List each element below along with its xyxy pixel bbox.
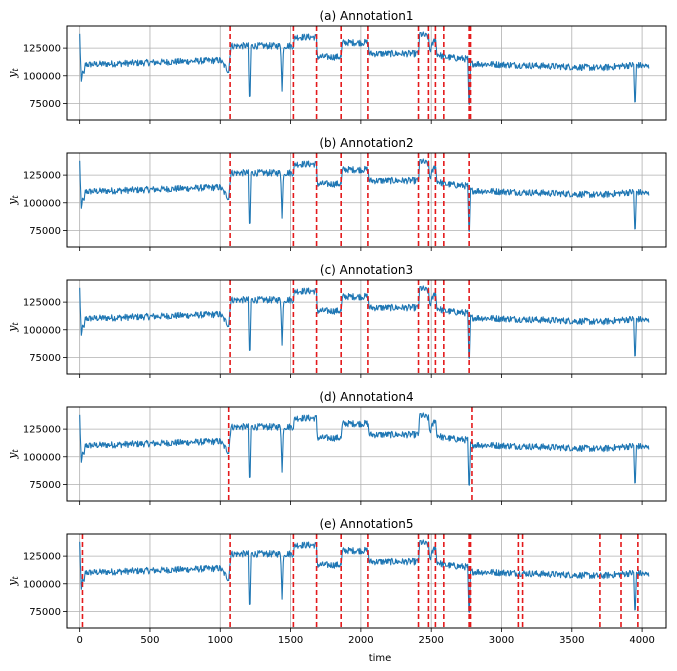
chart-panel-4: (d) Annotation4 75000 100000 125000 yt [6,390,667,505]
series-line [79,412,650,486]
chart-panel-5: (e) Annotation5 0 500 1000 1500 2000 2500 3000 3… [6,517,667,646]
x-tick-label: 500 [140,635,159,646]
y-tick-label: 100000 [23,325,61,336]
y-tick-label: 75000 [29,353,61,364]
x-tick-label: 3000 [489,635,514,646]
y-tick-label: 100000 [23,198,61,209]
x-tick-label: 0 [76,635,82,646]
plot-frame [66,152,667,248]
panel-title: (c) Annotation3 [320,263,413,277]
y-tick-label: 100000 [23,452,61,463]
y-tick-label: 125000 [23,425,61,436]
x-axis-label: time [369,653,392,664]
series-line [79,285,650,359]
y-axis-label: yt [6,68,20,79]
chart-panel-1: (a) Annotation1 75000 100000 125000 yt [6,9,667,124]
chart-panel-3: (c) Annotation3 75000 100000 125000 yt [6,263,667,378]
y-axis-label: yt [6,322,20,333]
y-axis-label: yt [6,195,20,206]
panel-title: (a) Annotation1 [320,9,414,23]
y-tick-label: 75000 [29,607,61,618]
x-tick-label: 4000 [629,635,654,646]
y-tick-label: 125000 [23,171,61,182]
x-tick-label: 2500 [418,635,443,646]
panel-title: (e) Annotation5 [319,517,413,531]
y-tick-label: 125000 [23,552,61,563]
y-tick-label: 100000 [23,71,61,82]
y-tick-label: 125000 [23,298,61,309]
x-tick-label: 2000 [348,635,373,646]
plot-frame [66,406,667,502]
plot-frame [66,533,667,629]
plot-frame [66,25,667,121]
y-tick-label: 125000 [23,44,61,55]
panel-title: (d) Annotation4 [319,390,413,404]
y-axis-label: yt [6,576,20,587]
y-tick-label: 100000 [23,579,61,590]
x-tick-label: 1500 [278,635,303,646]
y-axis-label: yt [6,449,20,460]
y-tick-label: 75000 [29,226,61,237]
series-line [79,539,650,613]
y-tick-label: 75000 [29,480,61,491]
series-line [79,158,650,232]
y-tick-label: 75000 [29,99,61,110]
plot-frame [66,279,667,375]
panel-title: (b) Annotation2 [319,136,413,150]
x-tick-label: 3500 [559,635,584,646]
series-line [79,31,650,105]
chart-panel-2: (b) Annotation2 75000 100000 125000 yt [6,136,667,251]
x-tick-label: 1000 [208,635,233,646]
